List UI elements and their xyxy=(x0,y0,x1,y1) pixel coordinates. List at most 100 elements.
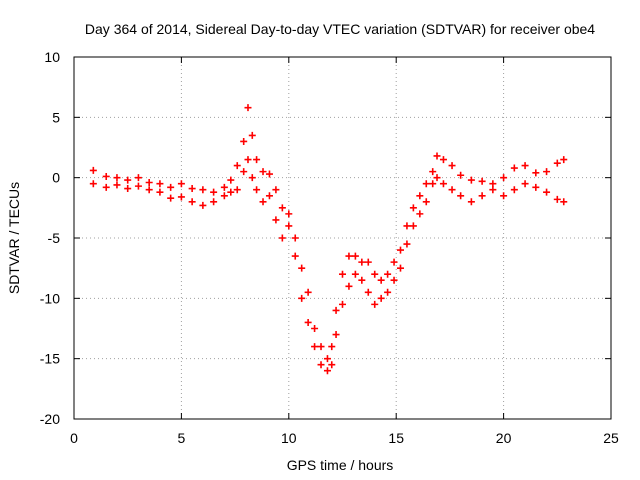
data-point xyxy=(134,174,142,182)
data-point xyxy=(467,198,475,206)
data-point xyxy=(167,194,175,202)
data-point xyxy=(220,192,228,200)
data-point xyxy=(457,171,465,179)
data-point xyxy=(560,198,568,206)
data-point xyxy=(345,252,353,260)
data-point xyxy=(467,176,475,184)
data-point xyxy=(543,168,551,176)
x-tick-label: 15 xyxy=(388,430,404,446)
data-point xyxy=(364,258,372,266)
data-point xyxy=(298,264,306,272)
data-point xyxy=(358,276,366,284)
data-point xyxy=(345,282,353,290)
data-point xyxy=(248,174,256,182)
data-point xyxy=(489,180,497,188)
data-point xyxy=(199,186,207,194)
data-point xyxy=(272,186,280,194)
data-point xyxy=(364,288,372,296)
axis-ticks: 0 5 10 15 20 25 10 5 0 -5 -10 -15 -20 xyxy=(40,49,619,446)
x-tick-label: 0 xyxy=(70,430,78,446)
data-point xyxy=(409,222,417,230)
data-point xyxy=(248,131,256,139)
data-point xyxy=(332,306,340,314)
data-point xyxy=(113,174,121,182)
data-point xyxy=(510,186,518,194)
data-point xyxy=(433,152,441,160)
x-tick-label: 20 xyxy=(496,430,512,446)
data-point xyxy=(199,201,207,209)
data-point xyxy=(240,137,248,145)
data-point xyxy=(285,222,293,230)
data-point xyxy=(478,177,486,185)
data-point xyxy=(339,300,346,308)
data-point xyxy=(510,164,518,172)
series-sdtvar-band-lower xyxy=(89,156,568,375)
x-tick-label: 5 xyxy=(178,430,186,446)
y-tick-label: -20 xyxy=(40,411,60,427)
data-point xyxy=(371,270,379,278)
data-point xyxy=(311,343,319,351)
data-point xyxy=(403,222,411,230)
data-point xyxy=(124,176,132,184)
data-point xyxy=(265,192,273,200)
data-point xyxy=(416,192,424,200)
data-point xyxy=(156,188,164,196)
data-point xyxy=(317,343,325,351)
data-point xyxy=(521,162,529,170)
data-point xyxy=(259,198,267,206)
data-point xyxy=(396,246,404,254)
data-point xyxy=(278,204,286,212)
data-point xyxy=(220,183,228,191)
x-axis-label: GPS time / hours xyxy=(287,457,394,473)
data-point xyxy=(304,318,312,326)
data-point xyxy=(177,193,185,201)
data-point xyxy=(113,181,121,189)
data-point xyxy=(560,156,568,164)
data-point xyxy=(339,270,346,278)
data-point xyxy=(259,168,267,176)
data-point xyxy=(89,166,97,174)
data-point xyxy=(233,186,241,194)
data-point xyxy=(448,162,456,170)
data-point xyxy=(298,294,306,302)
series-sdtvar-band-upper xyxy=(89,104,568,363)
data-point xyxy=(358,258,366,266)
data-point xyxy=(291,234,299,242)
data-point xyxy=(244,156,252,164)
data-point xyxy=(244,104,252,112)
data-point xyxy=(553,195,561,203)
data-point xyxy=(351,252,359,260)
data-point xyxy=(351,270,359,278)
data-point xyxy=(227,188,235,196)
data-point xyxy=(323,355,331,363)
data-point xyxy=(384,270,392,278)
data-point xyxy=(489,186,497,194)
data-point xyxy=(448,186,456,194)
data-point xyxy=(167,183,175,191)
data-point xyxy=(396,264,404,272)
data-point xyxy=(89,180,97,188)
data-point xyxy=(403,240,411,248)
data-point xyxy=(253,186,261,194)
data-point xyxy=(291,252,299,260)
data-point xyxy=(377,294,385,302)
data-point xyxy=(177,180,185,188)
data-point xyxy=(532,183,540,191)
data-point xyxy=(377,276,385,284)
data-point xyxy=(145,178,153,186)
data-point xyxy=(240,168,248,176)
data-point xyxy=(156,180,164,188)
data-point xyxy=(188,198,196,206)
data-point xyxy=(285,210,293,218)
y-tick-label: 5 xyxy=(52,109,60,125)
data-point xyxy=(145,186,153,194)
data-point xyxy=(278,234,286,242)
data-point xyxy=(429,168,437,176)
data-point xyxy=(124,185,132,193)
data-point xyxy=(328,343,336,351)
data-point xyxy=(332,331,340,339)
data-point xyxy=(317,361,325,369)
y-axis-label: SDTVAR / TECUs xyxy=(6,182,22,294)
data-point xyxy=(553,159,561,167)
grid xyxy=(74,57,611,419)
